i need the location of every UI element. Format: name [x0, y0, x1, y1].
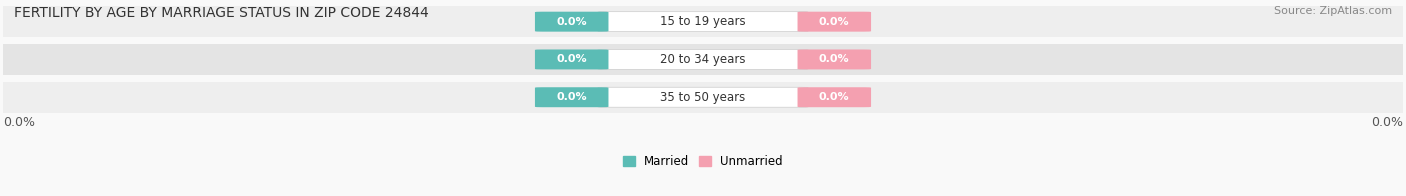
Text: 0.0%: 0.0% [818, 54, 849, 64]
FancyBboxPatch shape [598, 87, 808, 107]
Text: 15 to 19 years: 15 to 19 years [661, 15, 745, 28]
FancyBboxPatch shape [797, 49, 872, 69]
Bar [3, 82, 1403, 113]
FancyBboxPatch shape [534, 12, 609, 32]
Bar [3, 44, 1403, 75]
FancyBboxPatch shape [797, 12, 872, 32]
Bar [3, 6, 1403, 37]
FancyBboxPatch shape [598, 49, 808, 69]
Text: 0.0%: 0.0% [557, 54, 588, 64]
Text: 0.0%: 0.0% [557, 17, 588, 27]
Text: 0.0%: 0.0% [557, 92, 588, 102]
Text: 0.0%: 0.0% [3, 116, 35, 129]
Text: 35 to 50 years: 35 to 50 years [661, 91, 745, 104]
Text: 0.0%: 0.0% [818, 17, 849, 27]
Legend: Married, Unmarried: Married, Unmarried [619, 150, 787, 172]
Text: FERTILITY BY AGE BY MARRIAGE STATUS IN ZIP CODE 24844: FERTILITY BY AGE BY MARRIAGE STATUS IN Z… [14, 6, 429, 20]
Text: 0.0%: 0.0% [818, 92, 849, 102]
Text: 0.0%: 0.0% [1371, 116, 1403, 129]
FancyBboxPatch shape [598, 12, 808, 32]
Text: Source: ZipAtlas.com: Source: ZipAtlas.com [1274, 6, 1392, 16]
Text: 20 to 34 years: 20 to 34 years [661, 53, 745, 66]
FancyBboxPatch shape [534, 49, 609, 69]
FancyBboxPatch shape [534, 87, 609, 107]
FancyBboxPatch shape [797, 87, 872, 107]
